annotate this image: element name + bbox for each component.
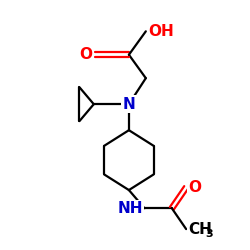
Text: OH: OH	[148, 24, 174, 39]
Text: NH: NH	[118, 201, 143, 216]
Text: O: O	[188, 180, 201, 195]
Text: N: N	[122, 97, 135, 112]
Text: O: O	[80, 47, 92, 62]
Text: 3: 3	[205, 229, 212, 239]
Text: CH: CH	[188, 222, 212, 236]
